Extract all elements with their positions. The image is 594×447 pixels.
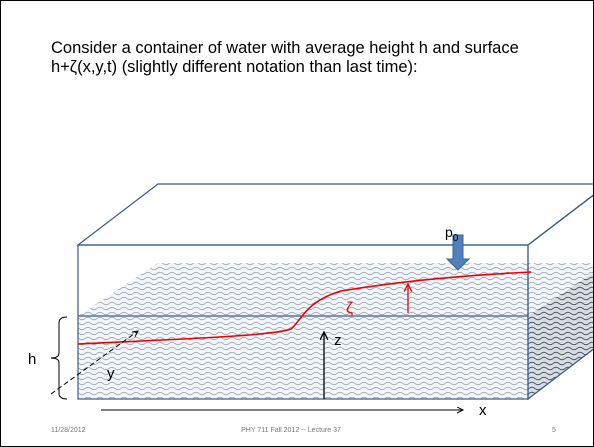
y-label: y <box>107 365 115 382</box>
pressure-sub: 0 <box>453 233 459 244</box>
h-label: h <box>28 351 36 368</box>
container <box>76 183 593 401</box>
water <box>78 263 593 399</box>
x-label: x <box>479 402 487 419</box>
z-label: z <box>334 332 342 349</box>
footer-date: 11/28/2012 <box>51 427 86 434</box>
zeta-label: ζ <box>346 300 353 317</box>
pressure-label: p0 <box>445 224 459 244</box>
footer-page: 5 <box>552 427 556 434</box>
pressure-arrow <box>445 234 471 271</box>
surface-curve <box>77 271 532 345</box>
pressure-p: p <box>445 224 453 240</box>
body-text: Consider a container of water with avera… <box>51 39 519 76</box>
h-bracket <box>50 316 68 400</box>
y-arrow <box>50 331 138 395</box>
footer-center: PHY 711 Fall 2012 -- Lecture 37 <box>241 427 341 434</box>
